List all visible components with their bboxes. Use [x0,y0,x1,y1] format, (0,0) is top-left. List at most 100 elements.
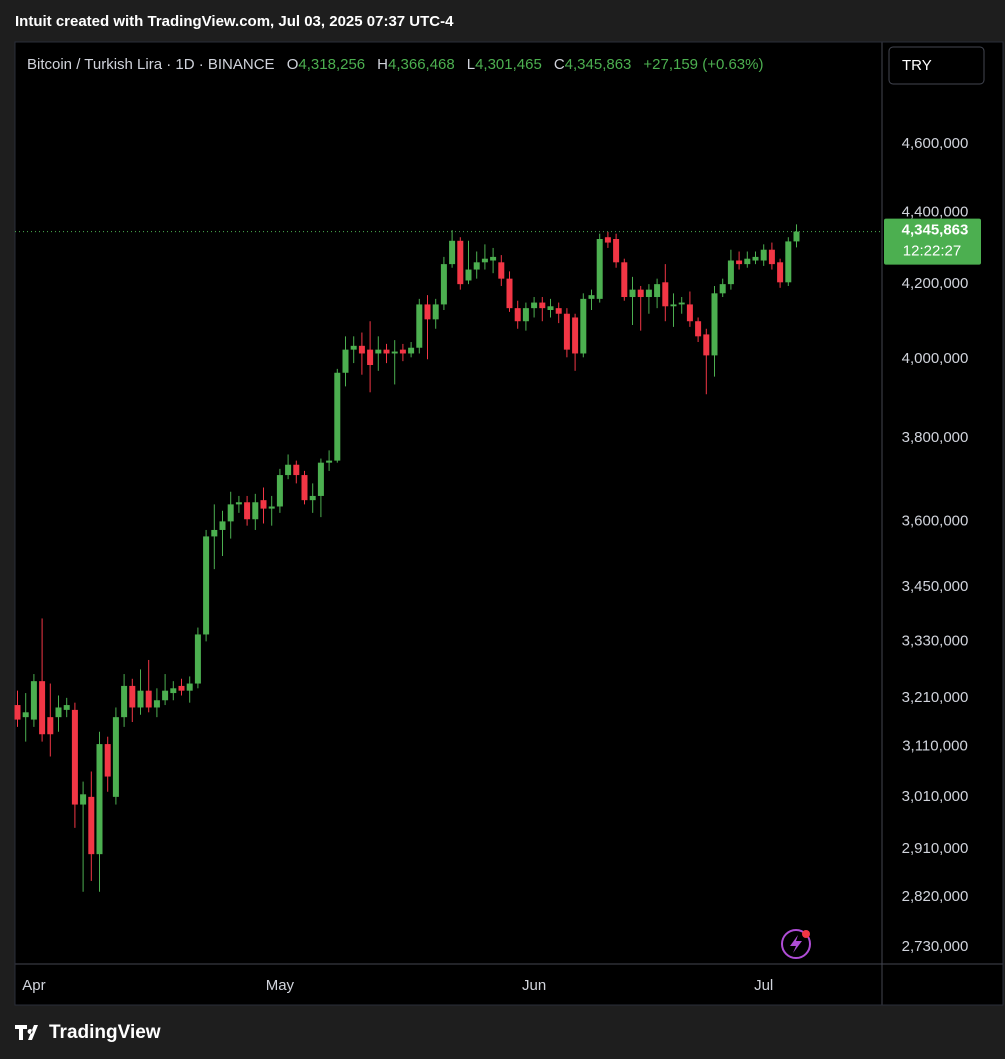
frame [14,41,1004,1006]
candle-body [785,241,792,283]
candle-body [490,256,497,261]
brand-logo: TradingView [15,1022,161,1043]
x-tick-label: May [266,977,295,994]
readout-value: 4,301,465 [475,56,542,73]
x-tick-label: Jun [522,977,546,994]
y-tick-label: 4,000,000 [902,350,969,367]
currency[interactable]: TRY [902,57,932,74]
candle-body [80,794,87,805]
candle-body [219,521,226,530]
candle-body [711,293,718,356]
candle-body [104,744,111,777]
candle-body [227,504,234,522]
candle-body [416,304,423,348]
y-tick-label: 3,010,000 [902,788,969,805]
candle-body [47,717,54,735]
candle-body [252,502,259,520]
y-tick-label: 3,800,000 [902,429,969,446]
candle-body [375,349,382,354]
candle-body [334,372,341,461]
candle-body [309,495,316,501]
candle-body [613,239,620,263]
y-tick-label: 2,730,000 [902,938,969,955]
readout-label: H [377,56,388,73]
candle-body [572,317,579,354]
readout-value: 4,345,863 [565,56,632,73]
currency-button[interactable] [888,46,985,85]
countdown: 12:22:27 [903,243,961,260]
plot-area [15,42,882,964]
candle-body [367,349,374,366]
candle-body [654,284,661,298]
candle-body [203,536,210,635]
candle-body [121,685,128,718]
candle-body [465,269,472,281]
candle-body [424,304,431,320]
candle-body [621,262,628,298]
candle-body [736,260,743,265]
candle-body [162,690,169,701]
candle-body [399,349,406,354]
x-tick-label: Apr [22,977,45,994]
candle-body [153,700,160,708]
last-price-label: 4,345,863 [902,222,969,239]
candle-body [760,249,767,261]
y-tick-label: 4,600,000 [902,135,969,152]
candle-body [719,284,726,294]
candle-body [580,298,587,354]
candle-body [276,475,283,507]
candle-body [481,258,488,263]
candle-body [88,796,95,855]
candle-body [727,260,734,285]
candle-body [522,308,529,322]
candle-body [752,256,759,261]
candle-body [342,349,349,373]
readout-value: 4,318,256 [298,56,365,73]
candle-body [317,462,324,496]
readout-label: L [467,56,475,73]
candle-body [326,460,333,463]
candle-body [301,475,308,501]
candle-body [440,264,447,305]
candle-body [71,709,78,805]
candle-body [63,705,70,710]
price-scale [882,42,1003,964]
candle-body [695,321,702,337]
candle-body [14,705,21,720]
logo-mark [15,1025,38,1040]
candle-body [194,634,201,684]
chart-header: Bitcoin / Turkish Lira · 1D · BINANCE O4… [27,56,763,73]
time-scale [15,964,1003,1005]
y-tick-label: 4,200,000 [902,275,969,292]
candle-body [539,302,546,309]
candle-body [383,349,390,354]
candle-body [235,502,242,505]
candle-body [547,306,554,311]
candle-body [473,262,480,270]
y-tick-label: 3,450,000 [902,578,969,595]
candle-body [662,282,669,307]
candle-body [449,240,456,265]
candle-body [629,289,636,298]
candle-body [186,683,193,691]
candle-body [645,289,652,298]
candle-body [55,707,62,718]
alert-dot[interactable] [802,930,810,938]
candle-body [285,464,292,476]
alert-icon[interactable] [781,929,811,959]
candle-body [268,506,275,509]
candle-body [244,502,251,520]
alert-ring[interactable] [781,929,811,959]
y-tick-label: 4,400,000 [902,204,969,221]
candle-body [768,249,775,265]
y-tick-label: 3,600,000 [902,512,969,529]
candle-body [588,295,595,299]
alert-bolt[interactable] [790,935,802,953]
candle-body [22,712,29,718]
attribution: Intuit created with TradingView.com, Jul… [15,13,454,30]
candle-body [744,258,751,265]
candle-body [350,345,357,350]
brand: TradingView [49,1022,161,1043]
candle-body [793,231,800,242]
